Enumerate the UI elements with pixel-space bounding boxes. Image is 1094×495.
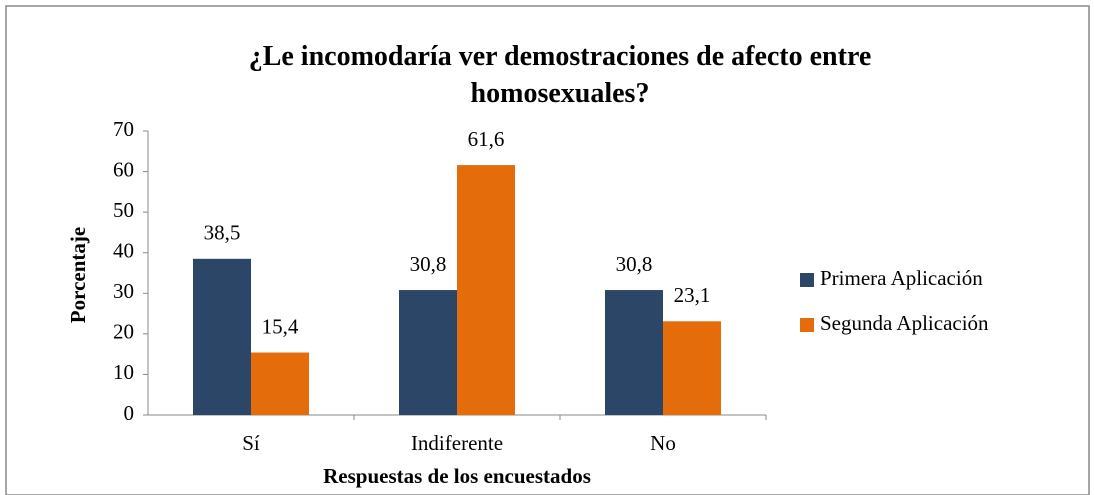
bar <box>399 290 457 415</box>
x-tick-label: Indiferente <box>411 431 503 455</box>
y-axis-label: Porcentaje <box>66 227 90 323</box>
data-label: 61,6 <box>468 127 505 151</box>
y-tick-label: 20 <box>113 320 134 344</box>
y-tick-label: 60 <box>113 157 134 181</box>
x-axis-label: Respuestas de los encuestados <box>323 464 591 488</box>
data-label: 38,5 <box>204 221 241 245</box>
legend-swatch <box>800 273 814 287</box>
y-tick-label: 10 <box>113 360 134 384</box>
y-tick-label: 40 <box>113 239 134 263</box>
y-tick-label: 50 <box>113 198 134 222</box>
data-label: 23,1 <box>674 283 711 307</box>
x-tick-label: No <box>650 431 676 455</box>
legend-swatch <box>800 318 814 332</box>
chart-border <box>5 5 1090 495</box>
bar <box>457 165 515 415</box>
data-label: 30,8 <box>616 252 653 276</box>
chart-title: ¿Le incomodaría ver demostraciones de af… <box>248 41 872 109</box>
legend-label: Primera Aplicación <box>820 266 983 290</box>
x-tick-label: Sí <box>242 431 260 455</box>
data-label: 30,8 <box>410 252 447 276</box>
data-label: 15,4 <box>262 314 299 338</box>
y-tick-label: 0 <box>124 401 135 425</box>
legend-label: Segunda Aplicación <box>820 311 989 335</box>
y-tick-label: 70 <box>113 117 134 141</box>
bar <box>663 321 721 415</box>
bar <box>251 352 309 415</box>
y-tick-label: 30 <box>113 279 134 303</box>
bar <box>605 290 663 415</box>
bar <box>193 258 251 415</box>
